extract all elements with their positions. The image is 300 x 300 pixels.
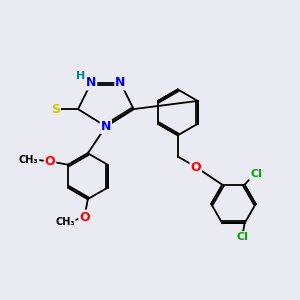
Text: CH₃: CH₃ <box>19 155 39 165</box>
Text: O: O <box>45 155 55 168</box>
Text: N: N <box>100 120 111 133</box>
Text: H: H <box>76 71 85 81</box>
Text: Cl: Cl <box>237 232 249 242</box>
Text: Cl: Cl <box>251 169 262 179</box>
Text: O: O <box>79 211 90 224</box>
Text: CH₃: CH₃ <box>55 217 75 227</box>
Text: S: S <box>51 103 60 116</box>
Text: N: N <box>86 76 96 89</box>
Text: N: N <box>116 76 126 89</box>
Text: O: O <box>190 160 201 173</box>
